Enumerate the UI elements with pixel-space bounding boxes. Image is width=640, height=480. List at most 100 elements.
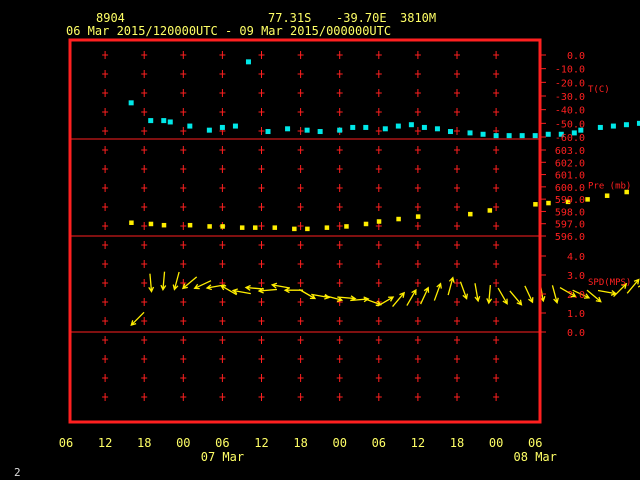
x-day-label: 08 Mar [514,450,557,464]
wind-arrow [524,285,534,304]
y-tick-label: 602.0 [555,158,585,169]
wind-arrow [392,291,406,308]
wind-arrow [193,280,212,290]
temperature-series [128,59,640,139]
temp-point [408,122,414,128]
pressure-point [565,199,571,205]
pressure-point [161,222,167,228]
wind-arrow [172,271,180,291]
x-tick-label: 12 [98,436,112,450]
wind-arrow [586,289,602,303]
wind-arrow [447,276,455,296]
y-tick-labels: 0.0 -10.0 -20.0 -30.0 -40.0 -50.0 -60.0 T(C) 603… [540,51,631,339]
wind-arrow [474,283,481,303]
station-id: 8904 [96,11,125,25]
temp-point [480,131,486,137]
pressure-point [487,208,493,213]
y-tick-label: 2.0 [567,290,585,301]
x-tick-label: 06 [215,436,229,450]
y-tick-label: 598.0 [555,207,585,218]
temp-point [161,118,167,124]
temp-point [232,123,238,129]
wind-arrow [626,278,640,294]
y-tick-label: -20.0 [555,78,585,89]
pressure-point [546,200,551,206]
y-tick-label: 4.0 [567,252,585,263]
x-tick-label: 18 [450,436,464,450]
pressure-point [624,189,629,195]
temp-point [578,127,584,133]
pressure-point [305,226,310,232]
wind-series [130,271,640,327]
x-tick-label: 00 [489,436,503,450]
temp-point [167,119,173,125]
wind-arrow [219,285,238,296]
temp-point [187,123,193,129]
y-tick-label: 600.0 [555,183,585,194]
wind-arrow [559,287,577,298]
x-tick-label: 12 [411,436,425,450]
wind-arrow [148,273,155,293]
pressure-point [239,225,245,230]
temp-point [148,118,154,124]
temp-point [304,127,310,133]
y-tick-label: 0.0 [567,51,585,62]
pressure-point [344,224,349,229]
wind-arrow [231,288,251,295]
y-tick-label: -60.0 [555,133,585,144]
y-axis-label: T(C) [588,85,610,95]
plot-frame [68,38,542,424]
temp-point [395,123,401,129]
wind-arrow [509,290,523,306]
x-tick-label: 00 [332,436,346,450]
wind-arrow [363,297,383,307]
temp-point [265,129,271,135]
x-tick-label: 06 [59,436,73,450]
wind-arrow [270,282,291,289]
wind-arrow [613,282,628,298]
elevation: 3810M [400,11,437,25]
pressure-point [585,197,590,202]
wind-arrow [406,288,417,306]
pressure-series [129,189,629,232]
pressure-point [396,216,401,222]
wind-arrow [551,285,559,305]
y-tick-label: 0.0 [567,328,585,339]
wind-arrow [486,284,493,305]
pressure-point [207,224,212,229]
y-tick-label: -50.0 [555,119,585,130]
pressure-point [376,219,382,224]
temp-point [545,131,551,137]
y-tick-label: -30.0 [555,92,585,103]
y-tick-label: 596.0 [555,232,585,243]
temp-point [532,133,538,139]
y-axis-label: SPD(MPS) [588,278,631,288]
y-tick-label: 3.0 [567,271,585,282]
y-tick-label: -40.0 [555,106,585,117]
panel-separators [70,138,540,333]
temp-point [245,59,251,65]
temp-point [206,127,212,133]
wind-arrow [377,296,395,307]
x-tick-label: 06 [372,436,386,450]
x-tick-label: 00 [176,436,190,450]
pressure-point [187,222,193,228]
y-axis-label: Pre (mb) [588,182,631,192]
temp-point [597,124,603,130]
temp-point [493,133,499,139]
wind-arrow [433,282,442,301]
temp-point [434,126,440,132]
pressure-point [415,214,421,219]
x-day-label: 07 Mar [201,450,244,464]
pressure-point [220,224,225,229]
temp-point [317,129,323,135]
wind-arrow [298,288,317,300]
wind-arrow [244,284,265,291]
temp-point [506,133,512,139]
wind-arrow [130,311,145,327]
wind-arrow [597,289,618,296]
latitude: 77.31S [268,11,312,25]
y-tick-label: 1.0 [567,309,585,320]
wind-arrow [459,281,468,300]
